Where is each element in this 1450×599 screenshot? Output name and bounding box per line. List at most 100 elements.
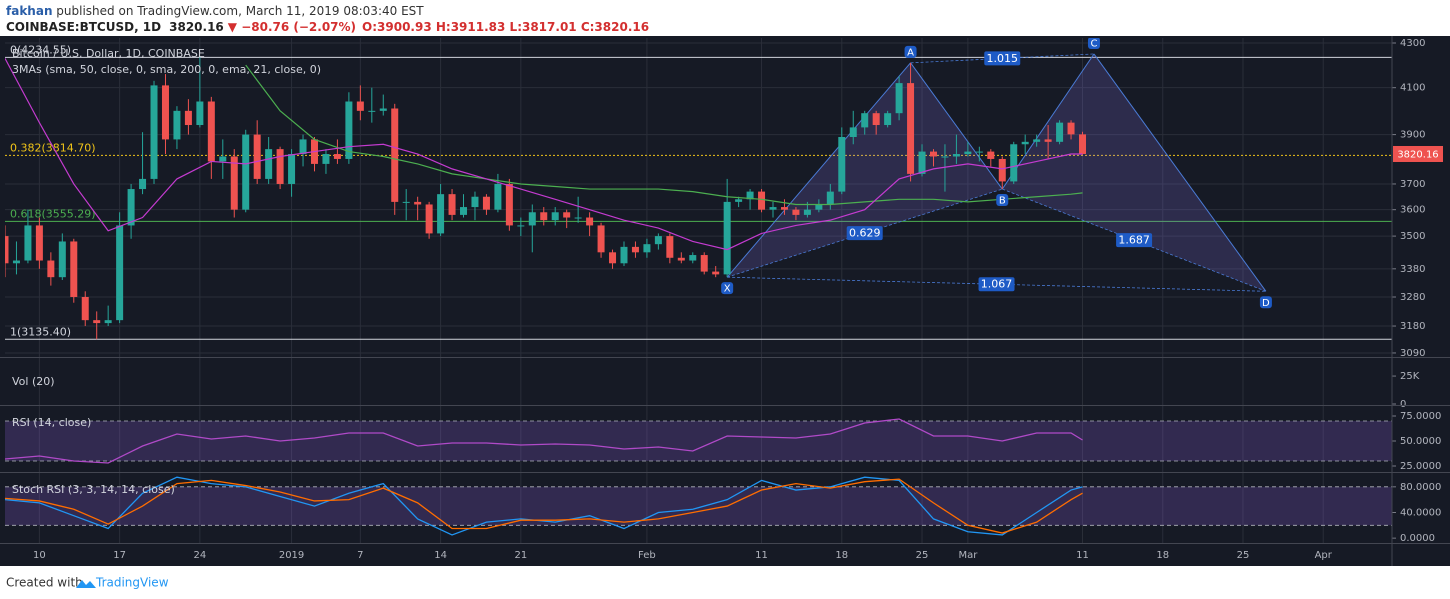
candle-body — [322, 154, 330, 164]
candle-body — [815, 204, 823, 210]
x-tick-label: 10 — [33, 550, 46, 561]
candle-body — [207, 101, 215, 162]
candle-body — [482, 196, 490, 210]
candle-body — [253, 134, 261, 179]
pane-title: Stoch RSI (3, 3, 14, 14, close) — [12, 483, 175, 496]
candle-body — [551, 212, 559, 221]
y-tick-label: 25K — [1400, 371, 1420, 382]
pattern-point — [904, 45, 917, 58]
candle-body — [70, 241, 78, 297]
candle-body — [689, 255, 697, 261]
candle-body — [379, 108, 387, 111]
candle-body — [517, 225, 525, 227]
y-tick-label: 3380 — [1400, 264, 1425, 275]
candle-body — [414, 201, 422, 205]
fib-label: 1(3135.40) — [10, 325, 71, 338]
price: 3820.16 — [169, 20, 224, 34]
candle-body — [58, 241, 66, 278]
candle-body — [12, 260, 20, 264]
symbol: COINBASE:BTCUSD, 1D — [6, 20, 161, 34]
candle-body — [276, 149, 284, 184]
candle-body — [907, 83, 915, 174]
x-tick-label: 14 — [434, 550, 447, 561]
candle-body — [93, 320, 101, 324]
x-tick-label: Mar — [958, 550, 978, 561]
candle-body — [620, 246, 628, 264]
pattern-triangle — [1002, 53, 1266, 292]
fib-label: 0(4234.55) — [10, 43, 71, 56]
pattern-leg — [910, 62, 1003, 190]
ohlc: O:3900.93 H:3911.83 L:3817.01 C:3820.16 — [362, 20, 649, 34]
candle-body — [597, 225, 605, 253]
candle-body — [884, 113, 892, 126]
candle-body — [769, 207, 777, 210]
y-tick-label: 4300 — [1400, 38, 1425, 49]
candle-body — [265, 149, 273, 179]
fib-label: 0.618(3555.29) — [10, 207, 96, 220]
y-tick-label: 80.0000 — [1400, 482, 1441, 493]
candle-body — [127, 189, 135, 226]
y-tick-label: 75.0000 — [1400, 411, 1441, 422]
candle-body — [803, 209, 811, 215]
candle-body — [299, 139, 307, 155]
candle-body — [184, 110, 192, 126]
ratio-label: 1.015 — [987, 52, 1019, 65]
pattern-point-label: C — [1090, 38, 1097, 49]
pattern-leg — [1093, 53, 1267, 292]
candle-body — [150, 85, 158, 179]
candle-body — [540, 212, 548, 221]
y-tick-label: 3180 — [1400, 321, 1425, 332]
x-tick-label: 18 — [835, 550, 848, 561]
ratio-label: 0.629 — [849, 227, 881, 240]
candle-body — [391, 108, 399, 202]
ratio-box — [984, 51, 1021, 66]
x-tick-label: Apr — [1315, 550, 1333, 561]
fib-label: 0.382(3814.70) — [10, 141, 96, 154]
candle-body — [643, 244, 651, 253]
x-tick-label: 21 — [514, 550, 527, 561]
candle-body — [116, 225, 124, 321]
ratio-box — [978, 277, 1015, 292]
indicator-band — [5, 421, 1392, 461]
candle-body — [448, 194, 456, 215]
candle-body — [242, 134, 250, 210]
ratio-label: 1.687 — [1118, 234, 1150, 247]
candle-body — [528, 212, 536, 226]
candle-body — [849, 127, 857, 137]
candle-body — [219, 156, 227, 162]
candle-body — [735, 199, 743, 202]
pattern-point-label: X — [724, 284, 731, 295]
candle-body — [47, 260, 55, 278]
candle-body — [574, 217, 582, 219]
candle-body — [5, 236, 9, 264]
y-tick-label: 3600 — [1400, 205, 1425, 216]
y-tick-label: 3700 — [1400, 179, 1425, 190]
candle-body — [161, 85, 169, 140]
candle-body — [609, 252, 617, 264]
candle-body — [437, 194, 445, 234]
candle-body — [1010, 144, 1018, 182]
footer-brand[interactable]: TradingView — [95, 576, 169, 590]
candle-body — [792, 209, 800, 215]
candle-body — [723, 201, 731, 275]
candle-body — [460, 207, 468, 215]
candle-body — [1021, 141, 1029, 145]
footer-logo — [76, 580, 96, 588]
x-tick-label: 17 — [113, 550, 126, 561]
candle-body — [826, 191, 834, 205]
x-tick-label: 25 — [1237, 550, 1250, 561]
x-tick-label: 18 — [1156, 550, 1169, 561]
candle-body — [654, 236, 662, 245]
moving-average — [245, 64, 1083, 206]
candle-body — [563, 212, 571, 218]
y-tick-label: 3900 — [1400, 130, 1425, 141]
candle-body — [964, 151, 972, 155]
pattern-point — [1087, 38, 1100, 49]
last-price-label: 3820.16 — [1397, 149, 1438, 160]
pattern-triangle — [727, 62, 1003, 278]
candle-body — [1079, 134, 1087, 154]
candle-body — [24, 225, 32, 261]
candle-body — [952, 154, 960, 157]
